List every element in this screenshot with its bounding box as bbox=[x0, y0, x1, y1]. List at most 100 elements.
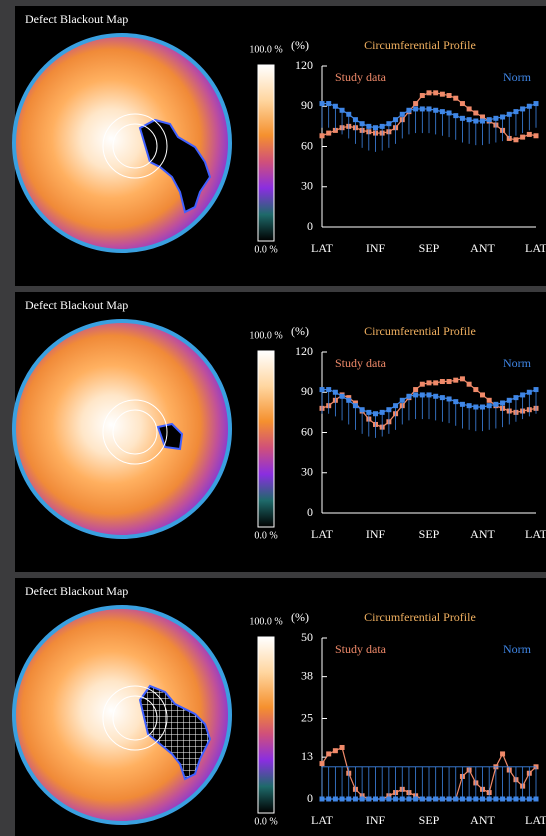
point bbox=[373, 411, 378, 416]
point bbox=[340, 394, 345, 399]
legend-entry: Study data bbox=[335, 356, 387, 370]
y-tick-label: 0 bbox=[307, 791, 313, 805]
point bbox=[340, 797, 345, 802]
y-tick-label: 30 bbox=[301, 179, 313, 193]
point bbox=[366, 124, 371, 129]
point bbox=[527, 104, 532, 109]
point bbox=[420, 93, 425, 98]
x-tick-label: LAT bbox=[311, 241, 334, 255]
point bbox=[534, 797, 539, 802]
point bbox=[447, 110, 452, 115]
point bbox=[433, 380, 438, 385]
y-tick-label: 90 bbox=[301, 98, 313, 112]
point bbox=[460, 376, 465, 381]
point bbox=[393, 797, 398, 802]
x-tick-label: LAT bbox=[525, 241, 546, 255]
point bbox=[440, 395, 445, 400]
point bbox=[447, 93, 452, 98]
point bbox=[467, 797, 472, 802]
point bbox=[513, 395, 518, 400]
y-tick-label: 38 bbox=[301, 668, 313, 682]
x-tick-label: SEP bbox=[419, 241, 440, 255]
point bbox=[534, 133, 539, 138]
point bbox=[500, 797, 505, 802]
point bbox=[493, 797, 498, 802]
colorbar-min: 0.0 % bbox=[254, 816, 277, 827]
point bbox=[380, 410, 385, 415]
point bbox=[473, 387, 478, 392]
point bbox=[340, 745, 345, 750]
x-tick-label: LAT bbox=[525, 813, 546, 827]
y-tick-label: 25 bbox=[301, 710, 313, 724]
point bbox=[473, 119, 478, 124]
point bbox=[487, 797, 492, 802]
point bbox=[500, 114, 505, 119]
point bbox=[346, 398, 351, 403]
point bbox=[320, 101, 325, 106]
polar-map bbox=[14, 607, 230, 823]
point bbox=[480, 119, 485, 124]
y-tick-label: 60 bbox=[301, 138, 313, 152]
point bbox=[433, 394, 438, 399]
point bbox=[406, 797, 411, 802]
point bbox=[400, 398, 405, 403]
point bbox=[500, 400, 505, 405]
point bbox=[427, 392, 432, 397]
point bbox=[326, 751, 331, 756]
x-tick-label: ANT bbox=[470, 527, 495, 541]
x-tick-label: SEP bbox=[419, 813, 440, 827]
point bbox=[433, 90, 438, 95]
point bbox=[480, 392, 485, 397]
x-tick-label: ANT bbox=[470, 241, 495, 255]
chart-title: Circumferential Profile bbox=[364, 324, 476, 338]
point bbox=[326, 131, 331, 136]
point bbox=[406, 394, 411, 399]
point bbox=[453, 96, 458, 101]
point bbox=[513, 137, 518, 142]
y-axis-label: (%) bbox=[291, 324, 309, 338]
y-tick-label: 120 bbox=[295, 58, 313, 72]
point bbox=[333, 748, 338, 753]
point bbox=[480, 797, 485, 802]
screen: Defect Blackout Map100.0 %0.0 %(%)Circum… bbox=[0, 0, 546, 836]
point bbox=[500, 751, 505, 756]
point bbox=[520, 392, 525, 397]
y-axis-label: (%) bbox=[291, 610, 309, 624]
point bbox=[507, 398, 512, 403]
point bbox=[340, 108, 345, 113]
point bbox=[380, 124, 385, 129]
x-tick-label: LAT bbox=[311, 527, 334, 541]
point bbox=[393, 403, 398, 408]
colorbar bbox=[258, 637, 274, 813]
y-tick-label: 0 bbox=[307, 505, 313, 519]
point bbox=[487, 398, 492, 403]
point bbox=[320, 133, 325, 138]
point bbox=[380, 797, 385, 802]
x-tick-label: INF bbox=[366, 241, 386, 255]
page: {"chart_data": [ {"type": "line", "map_t… bbox=[0, 0, 546, 836]
point bbox=[413, 797, 418, 802]
point bbox=[493, 116, 498, 121]
legend-entry: Norm bbox=[503, 356, 532, 370]
point bbox=[507, 112, 512, 117]
point bbox=[453, 797, 458, 802]
point bbox=[447, 379, 452, 384]
colorbar bbox=[258, 351, 274, 527]
legend-entry: Norm bbox=[503, 642, 532, 656]
x-tick-label: LAT bbox=[525, 527, 546, 541]
point bbox=[353, 797, 358, 802]
point bbox=[467, 403, 472, 408]
x-tick-label: ANT bbox=[470, 813, 495, 827]
point bbox=[473, 405, 478, 410]
point bbox=[527, 797, 532, 802]
y-tick-label: 60 bbox=[301, 424, 313, 438]
point bbox=[480, 405, 485, 410]
point bbox=[473, 110, 478, 115]
point bbox=[320, 387, 325, 392]
point bbox=[440, 109, 445, 114]
point bbox=[413, 392, 418, 397]
legend-entry: Study data bbox=[335, 642, 387, 656]
chart-title: Circumferential Profile bbox=[364, 610, 476, 624]
point bbox=[366, 797, 371, 802]
point bbox=[413, 101, 418, 106]
